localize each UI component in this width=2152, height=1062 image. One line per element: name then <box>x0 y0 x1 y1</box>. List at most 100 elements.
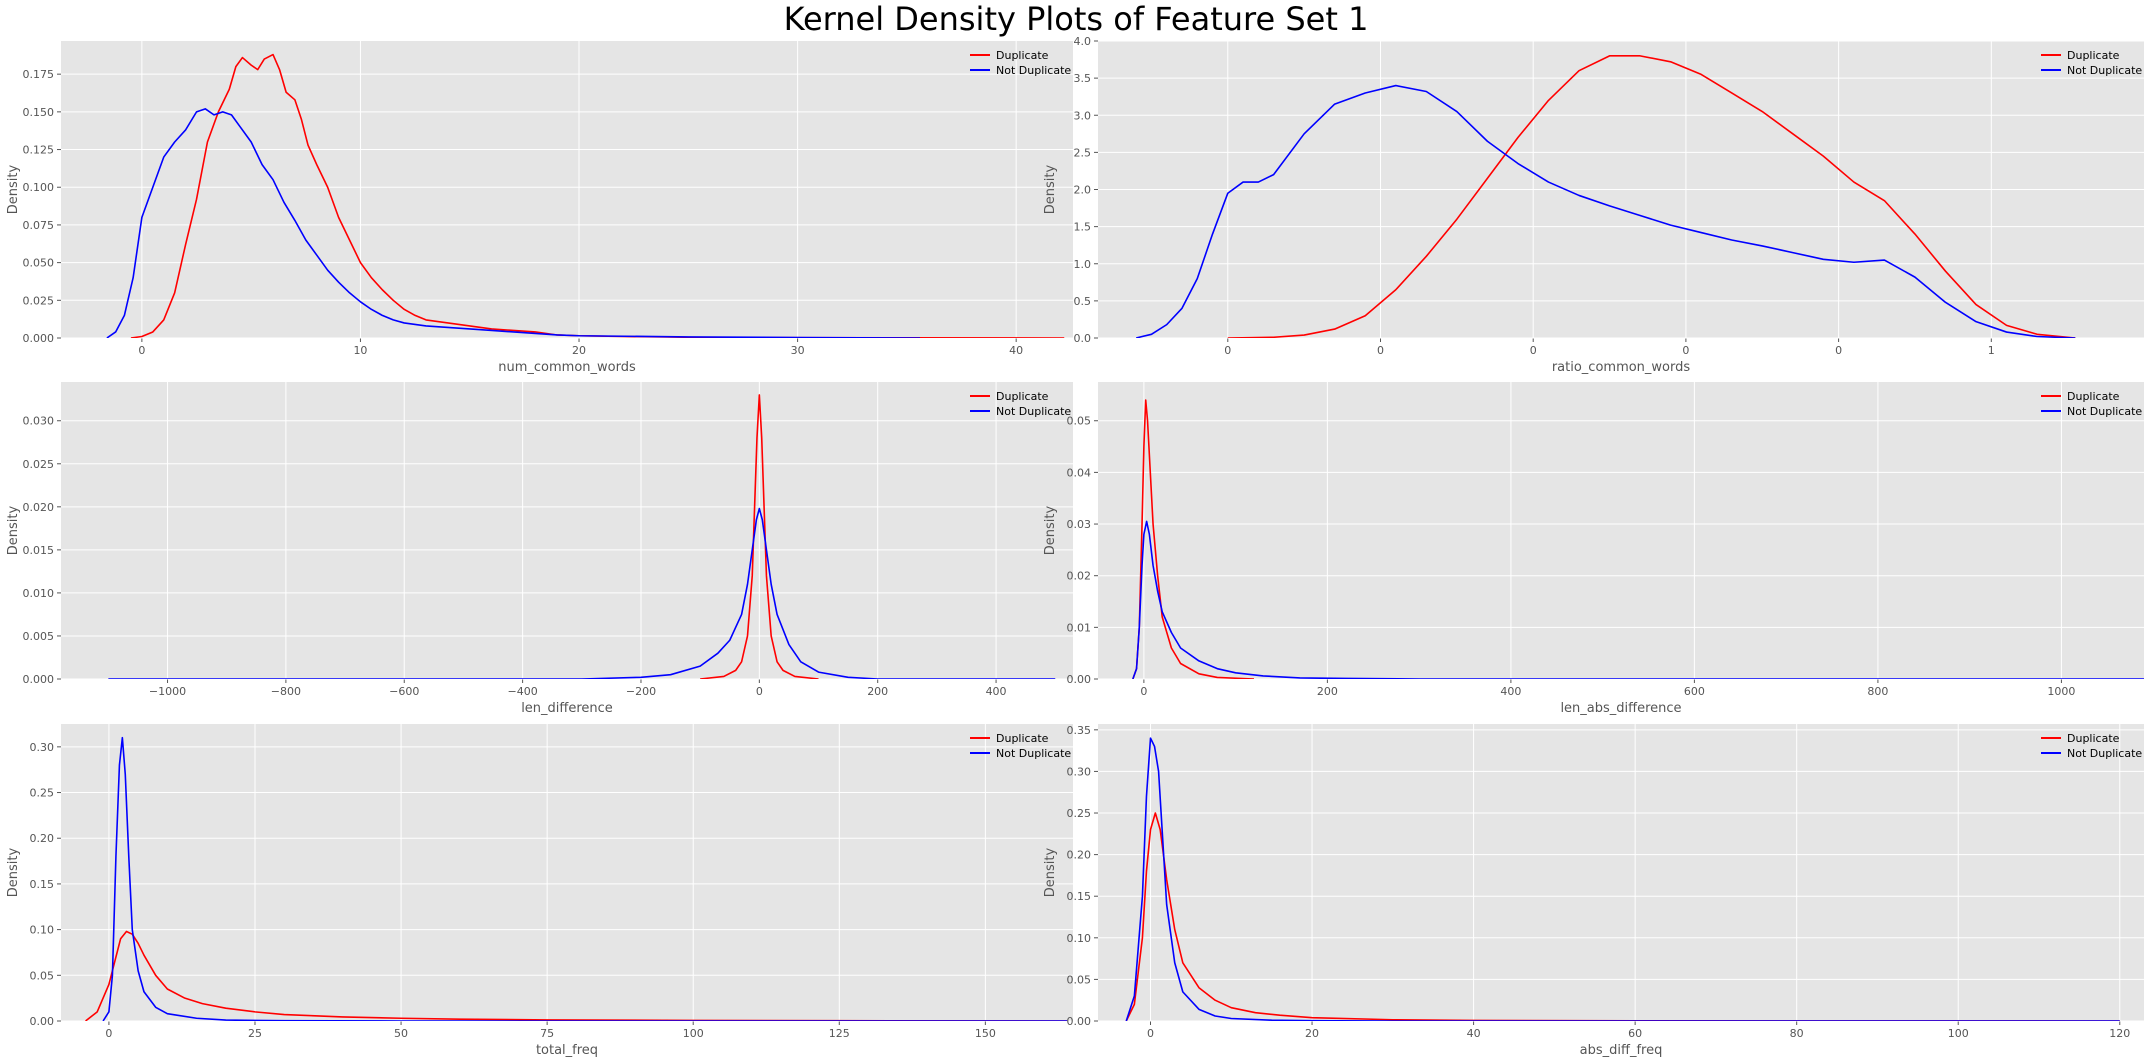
y-tick-label: 0.010 <box>23 587 55 600</box>
subplot-total-freq: 0 25 50 75 100 125 150 0.00 0.05 0.10 0.15 0.20 0.25… <box>6 724 1073 1058</box>
y-tick-label: 0.03 <box>1067 518 1092 531</box>
x-tick-label: 100 <box>1948 1027 1969 1040</box>
x-tick-label: 0 <box>1140 685 1147 698</box>
x-tick-label: 200 <box>1317 685 1338 698</box>
x-tick-label: 0 <box>1682 344 1689 357</box>
x-tick-label: 100 <box>683 1027 704 1040</box>
y-tick-label: 0.30 <box>30 741 55 754</box>
x-tick-label: 25 <box>248 1027 262 1040</box>
y-tick-label: 0.20 <box>30 832 55 845</box>
y-tick-label: 0.10 <box>1067 932 1092 945</box>
x-tick-label: 75 <box>540 1027 554 1040</box>
plot-background <box>1098 724 2144 1021</box>
y-tick-label: 0.005 <box>23 630 55 643</box>
x-tick-label: 400 <box>986 685 1007 698</box>
series-line-duplicate <box>130 53 1065 338</box>
y-tick-label: 0.01 <box>1067 621 1092 634</box>
x-tick-label: 120 <box>2109 1027 2130 1040</box>
y-tick-label: 0.125 <box>23 144 55 157</box>
x-tick-label: −1000 <box>149 685 186 698</box>
legend-label: Not Duplicate <box>2067 64 2142 77</box>
x-tick-label: 600 <box>1684 685 1705 698</box>
y-tick-label: 0.000 <box>23 673 55 686</box>
legend-label: Duplicate <box>996 390 1049 403</box>
x-tick-label: 10 <box>353 344 367 357</box>
y-tick-label: 0.030 <box>23 415 55 428</box>
x-axis-label: ratio_common_words <box>1552 360 1691 375</box>
legend-label: Duplicate <box>2067 49 2120 62</box>
legend: Duplicate Not Duplicate <box>2041 732 2142 760</box>
y-axis-label: Density <box>1043 505 1058 555</box>
x-tick-label: −800 <box>271 685 301 698</box>
legend-label: Not Duplicate <box>2067 747 2142 760</box>
x-tick-label: 125 <box>829 1027 850 1040</box>
plot-background <box>61 724 1073 1021</box>
subplots: 0 10 20 30 400.0000.0250.0500.0750.1000.1250… <box>6 35 2144 1058</box>
x-tick-label: 40 <box>1009 344 1023 357</box>
y-tick-label: 2.5 <box>1074 146 1092 159</box>
y-tick-label: 0.25 <box>1067 807 1092 820</box>
legend-label: Not Duplicate <box>996 64 1071 77</box>
y-tick-label: 0.00 <box>1067 1015 1092 1028</box>
series-line-not-duplicate <box>108 507 1056 679</box>
x-tick-label: 0 <box>138 344 145 357</box>
x-tick-label: 20 <box>572 344 586 357</box>
subplot-abs-diff-freq: 0 20 40 60 80 100 120 0.00 0.05 0.10 0.15 0.20 0.25 0… <box>1043 724 2144 1058</box>
x-tick-label: 0 <box>1224 344 1231 357</box>
series-line-duplicate <box>85 930 1068 1021</box>
x-tick-label: 1000 <box>2047 685 2075 698</box>
x-tick-label: 80 <box>1790 1027 1804 1040</box>
y-tick-label: 0.0 <box>1074 332 1092 345</box>
y-tick-label: 0.25 <box>30 787 55 800</box>
y-tick-label: 1.5 <box>1074 221 1092 234</box>
x-tick-label: −400 <box>508 685 538 698</box>
series-line-not-duplicate <box>1135 84 2076 338</box>
y-axis-label: Density <box>1043 164 1058 214</box>
subplot-len-difference: −1000 −800 −600 −400 −200 0 200 400 0.000 0.005 0.… <box>6 382 1073 716</box>
y-tick-label: 0.02 <box>1067 570 1092 583</box>
x-tick-label: 0 <box>1530 344 1537 357</box>
y-tick-label: 0.075 <box>23 219 55 232</box>
x-tick-label: 150 <box>975 1027 996 1040</box>
y-tick-label: 0.00 <box>1067 673 1092 686</box>
x-tick-label: 0 <box>105 1027 112 1040</box>
y-tick-label: 2.0 <box>1074 184 1092 197</box>
y-tick-label: 0.15 <box>1067 890 1092 903</box>
y-tick-label: 0.050 <box>23 257 55 270</box>
y-axis-label: Density <box>6 505 21 555</box>
x-axis-label: len_abs_difference <box>1560 701 1681 716</box>
x-tick-label: 800 <box>1867 685 1888 698</box>
plot-background <box>61 382 1073 679</box>
series-line-duplicate <box>1125 812 2120 1021</box>
legend: Duplicate Not Duplicate <box>970 390 1071 418</box>
series-line-not-duplicate <box>106 108 921 338</box>
y-tick-label: 0.100 <box>23 181 55 194</box>
x-axis-label: abs_diff_freq <box>1580 1043 1663 1058</box>
series-line-duplicate <box>1132 399 1255 679</box>
legend: Duplicate Not Duplicate <box>970 49 1071 77</box>
series-line-not-duplicate <box>102 736 1068 1021</box>
legend: Duplicate Not Duplicate <box>2041 49 2142 77</box>
y-tick-label: 0.04 <box>1067 466 1092 479</box>
y-tick-label: 0.05 <box>30 969 55 982</box>
y-tick-label: 3.0 <box>1074 109 1092 122</box>
y-tick-label: 0.020 <box>23 501 55 514</box>
x-tick-label: 0 <box>1835 344 1842 357</box>
x-tick-label: 20 <box>1305 1027 1319 1040</box>
plot-background <box>61 41 1073 338</box>
y-tick-label: 0.20 <box>1067 849 1092 862</box>
legend-label: Not Duplicate <box>996 747 1071 760</box>
legend-label: Duplicate <box>2067 732 2120 745</box>
y-tick-label: 0.30 <box>1067 765 1092 778</box>
y-tick-label: 3.5 <box>1074 72 1092 85</box>
y-tick-label: 4.0 <box>1074 35 1092 48</box>
x-tick-label: 200 <box>867 685 888 698</box>
subplot-len-abs-difference: 0 200 400 600 800 1000 0.00 0.01 0.02 0.03 0.04 0.0… <box>1043 382 2144 716</box>
legend: Duplicate Not Duplicate <box>2041 390 2142 418</box>
y-axis-label: Density <box>1043 847 1058 897</box>
y-tick-label: 0.025 <box>23 294 55 307</box>
legend-label: Not Duplicate <box>2067 405 2142 418</box>
subplot-ratio-common-words: 0 0 0 0 0 1 0.0 0.5 1.0 1.5 2.0 2.5 3.0 3.5 4.0 ratio_c… <box>1043 35 2144 375</box>
y-tick-label: 0.000 <box>23 332 55 345</box>
